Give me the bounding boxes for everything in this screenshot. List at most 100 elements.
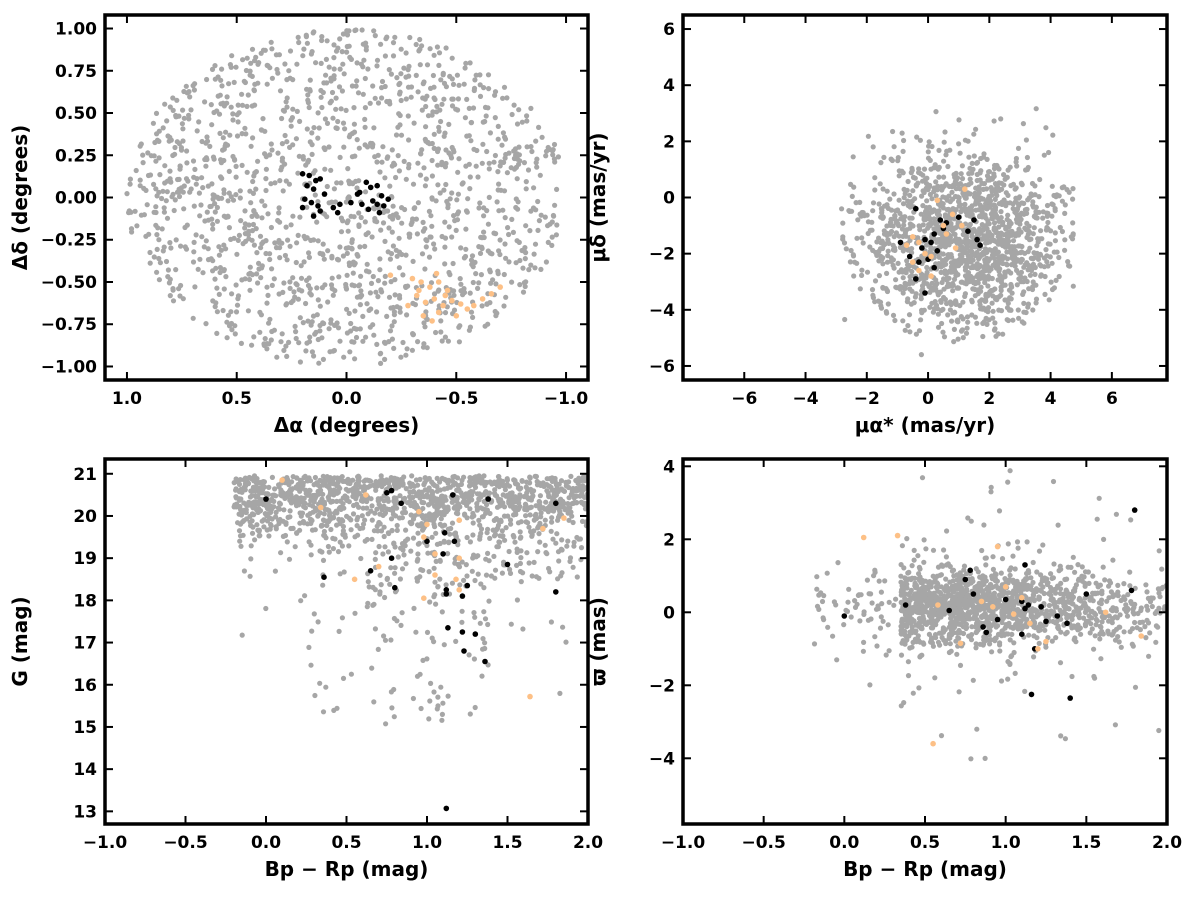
field-point bbox=[297, 359, 303, 365]
field-point bbox=[460, 180, 466, 186]
field-point bbox=[528, 486, 534, 492]
data-point bbox=[429, 318, 435, 324]
field-point bbox=[359, 27, 365, 33]
field-point bbox=[568, 491, 575, 497]
field-point bbox=[337, 36, 343, 42]
field-point bbox=[854, 235, 860, 241]
field-point bbox=[251, 242, 257, 248]
field-point bbox=[157, 260, 163, 266]
field-point bbox=[517, 257, 523, 264]
field-point bbox=[426, 569, 432, 575]
field-point bbox=[380, 504, 386, 511]
y-tick-label: −2 bbox=[649, 245, 675, 265]
field-point bbox=[997, 648, 1003, 654]
field-point bbox=[1033, 296, 1040, 302]
field-point bbox=[860, 240, 866, 246]
field-point bbox=[482, 483, 488, 489]
field-point bbox=[254, 250, 260, 256]
field-point bbox=[516, 152, 523, 158]
field-point bbox=[558, 478, 565, 484]
data-point bbox=[903, 242, 910, 248]
field-point bbox=[336, 506, 342, 512]
field-point bbox=[417, 36, 423, 43]
field-point bbox=[279, 115, 285, 122]
field-point bbox=[221, 187, 227, 193]
field-point bbox=[564, 543, 570, 549]
field-point bbox=[400, 510, 406, 516]
field-point bbox=[328, 526, 334, 533]
field-point bbox=[996, 224, 1002, 230]
field-point bbox=[437, 521, 443, 528]
field-point bbox=[419, 499, 425, 505]
field-point bbox=[934, 211, 941, 217]
field-point bbox=[418, 705, 424, 712]
field-point bbox=[933, 302, 940, 308]
field-point bbox=[954, 259, 960, 265]
x-tick-label: 1.5 bbox=[492, 833, 522, 853]
field-point bbox=[983, 315, 989, 321]
field-point bbox=[427, 698, 433, 704]
field-point bbox=[1062, 202, 1068, 208]
field-point bbox=[248, 60, 254, 66]
panel-sky-position: 1.0 0.5 0.0 −0.5 −1.01.000.750.500.250.00−0.… bbox=[8, 13, 590, 437]
field-point bbox=[460, 288, 466, 294]
field-point bbox=[445, 205, 451, 211]
field-point bbox=[956, 181, 962, 187]
field-point bbox=[286, 556, 293, 562]
field-point bbox=[421, 525, 427, 532]
field-point bbox=[463, 226, 469, 232]
field-point bbox=[498, 187, 504, 193]
field-point bbox=[409, 473, 415, 479]
field-point bbox=[272, 180, 278, 186]
field-point bbox=[362, 75, 368, 82]
field-point bbox=[354, 185, 360, 191]
field-point bbox=[176, 189, 182, 195]
field-point bbox=[459, 608, 465, 614]
field-point bbox=[372, 215, 378, 222]
field-point bbox=[319, 285, 325, 291]
field-point bbox=[934, 165, 941, 171]
field-point bbox=[132, 208, 138, 214]
field-point bbox=[1004, 249, 1010, 255]
field-point bbox=[552, 493, 558, 499]
field-point bbox=[275, 217, 281, 224]
field-point bbox=[381, 209, 387, 215]
field-point bbox=[354, 490, 360, 496]
field-point bbox=[424, 629, 431, 636]
field-point bbox=[877, 299, 884, 305]
field-point bbox=[486, 194, 492, 200]
field-point bbox=[170, 286, 176, 292]
field-point bbox=[154, 246, 160, 252]
field-point bbox=[990, 262, 996, 268]
field-point bbox=[293, 136, 299, 142]
field-point bbox=[249, 228, 256, 234]
field-point bbox=[843, 246, 849, 252]
field-point bbox=[404, 346, 410, 352]
field-point bbox=[403, 527, 409, 533]
field-point bbox=[244, 55, 250, 61]
field-point bbox=[1054, 249, 1060, 255]
field-point bbox=[335, 325, 342, 331]
field-point bbox=[436, 62, 442, 68]
field-point bbox=[1005, 192, 1011, 198]
field-point bbox=[507, 570, 514, 577]
field-point bbox=[926, 204, 933, 210]
field-point bbox=[239, 131, 245, 137]
field-point bbox=[533, 515, 540, 522]
field-point bbox=[1025, 249, 1031, 255]
field-point bbox=[267, 526, 273, 532]
field-point bbox=[503, 525, 509, 531]
field-point bbox=[549, 515, 555, 521]
field-point bbox=[902, 191, 908, 197]
field-point bbox=[320, 582, 326, 588]
x-tick-label: −2 bbox=[854, 389, 880, 409]
field-point bbox=[515, 199, 521, 205]
field-point bbox=[429, 157, 435, 164]
field-point bbox=[330, 546, 336, 552]
field-point bbox=[287, 75, 293, 81]
field-point bbox=[349, 339, 355, 345]
field-point bbox=[379, 95, 385, 101]
field-point bbox=[402, 538, 409, 544]
data-point bbox=[431, 296, 438, 302]
field-point bbox=[1052, 208, 1058, 214]
